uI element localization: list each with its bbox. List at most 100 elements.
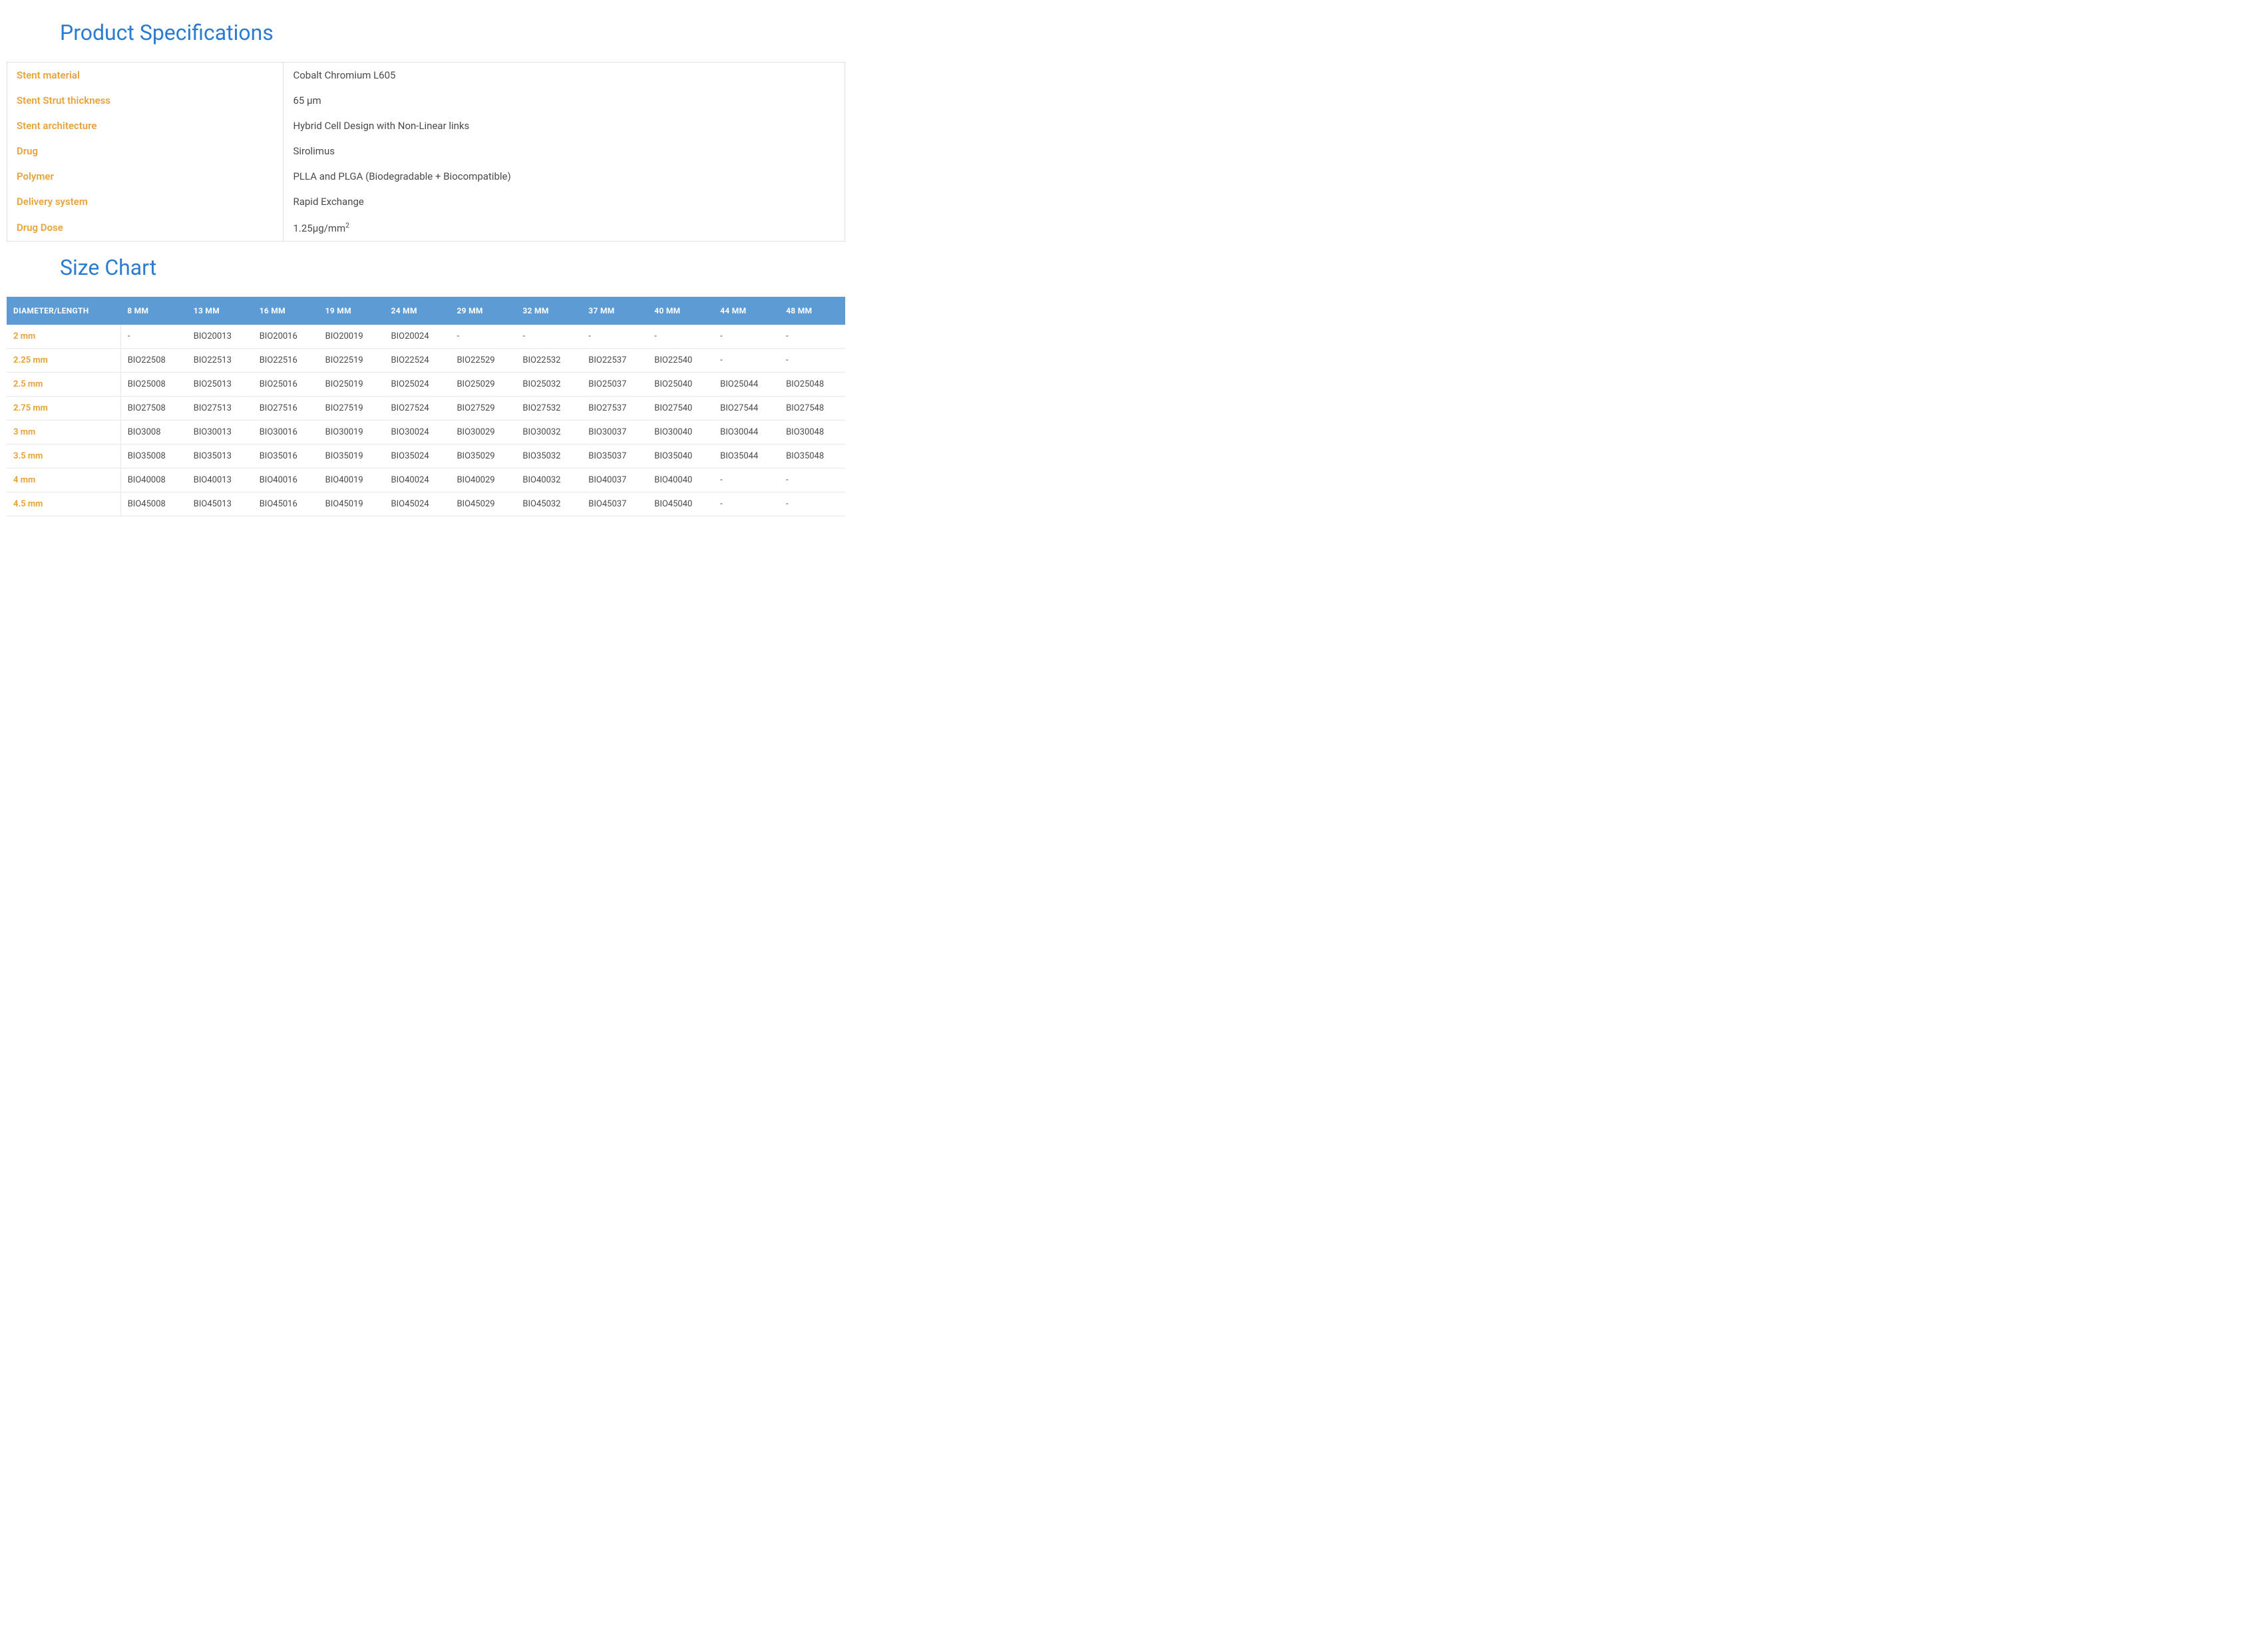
size-chart-diameter: 2.5 mm bbox=[7, 373, 120, 397]
spec-value: Sirolimus bbox=[284, 138, 845, 164]
spec-table-body: Stent materialCobalt Chromium L605Stent … bbox=[7, 63, 845, 242]
size-chart-cell: BIO30013 bbox=[187, 421, 253, 445]
size-chart-cell: BIO45016 bbox=[253, 492, 319, 516]
size-chart-cell: - bbox=[648, 325, 713, 349]
size-chart-row: 2 mm-BIO20013BIO20016BIO20019BIO20024---… bbox=[7, 325, 845, 349]
size-chart-column-header: 48 MM bbox=[779, 297, 845, 325]
spec-label: Stent Strut thickness bbox=[7, 88, 284, 113]
size-chart-column-header: 19 MM bbox=[319, 297, 385, 325]
size-chart-row: 3 mmBIO3008BIO30013BIO30016BIO30019BIO30… bbox=[7, 421, 845, 445]
size-chart-cell: BIO35024 bbox=[385, 445, 451, 468]
size-chart-cell: BIO40008 bbox=[120, 468, 187, 492]
size-chart-cell: BIO20019 bbox=[319, 325, 385, 349]
page-container: Product Specifications Stent materialCob… bbox=[0, 0, 852, 536]
size-chart-body: 2 mm-BIO20013BIO20016BIO20019BIO20024---… bbox=[7, 325, 845, 516]
size-chart-cell: BIO20016 bbox=[253, 325, 319, 349]
size-chart-cell: BIO35048 bbox=[779, 445, 845, 468]
size-chart-cell: - bbox=[779, 325, 845, 349]
size-chart-cell: BIO25037 bbox=[582, 373, 648, 397]
spec-row: Stent materialCobalt Chromium L605 bbox=[7, 63, 845, 89]
size-chart-cell: BIO27532 bbox=[516, 397, 582, 421]
size-chart-cell: BIO22532 bbox=[516, 349, 582, 373]
spec-value: Rapid Exchange bbox=[284, 189, 845, 214]
size-chart-column-header: 37 MM bbox=[582, 297, 648, 325]
size-chart-cell: BIO22529 bbox=[450, 349, 516, 373]
size-chart-cell: BIO27519 bbox=[319, 397, 385, 421]
size-chart-cell: BIO35037 bbox=[582, 445, 648, 468]
size-chart-cell: BIO25016 bbox=[253, 373, 319, 397]
spec-label: Delivery system bbox=[7, 189, 284, 214]
size-chart-cell: BIO35044 bbox=[713, 445, 779, 468]
size-chart-row: 2.25 mmBIO22508BIO22513BIO22516BIO22519B… bbox=[7, 349, 845, 373]
size-chart-cell: BIO35032 bbox=[516, 445, 582, 468]
size-chart-cell: BIO30016 bbox=[253, 421, 319, 445]
spec-row: PolymerPLLA and PLGA (Biodegradable + Bi… bbox=[7, 164, 845, 189]
size-chart-cell: BIO35013 bbox=[187, 445, 253, 468]
size-chart-row: 4.5 mmBIO45008BIO45013BIO45016BIO45019BI… bbox=[7, 492, 845, 516]
size-chart-cell: BIO22537 bbox=[582, 349, 648, 373]
size-chart-cell: BIO27508 bbox=[120, 397, 187, 421]
size-chart-diameter: 2 mm bbox=[7, 325, 120, 349]
size-chart-cell: BIO45019 bbox=[319, 492, 385, 516]
spec-label: Stent material bbox=[7, 63, 284, 89]
size-chart-column-header: 24 MM bbox=[385, 297, 451, 325]
size-chart-row: 3.5 mmBIO35008BIO35013BIO35016BIO35019BI… bbox=[7, 445, 845, 468]
size-chart-cell: BIO40040 bbox=[648, 468, 713, 492]
product-specifications-heading: Product Specifications bbox=[60, 20, 845, 45]
size-chart-cell: BIO27524 bbox=[385, 397, 451, 421]
size-chart-cell: BIO30029 bbox=[450, 421, 516, 445]
size-chart-cell: - bbox=[779, 349, 845, 373]
size-chart-cell: BIO22540 bbox=[648, 349, 713, 373]
size-chart-cell: BIO27529 bbox=[450, 397, 516, 421]
size-chart-diameter: 4 mm bbox=[7, 468, 120, 492]
size-chart-cell: BIO3008 bbox=[120, 421, 187, 445]
spec-value: 65 µm bbox=[284, 88, 845, 113]
size-chart-cell: - bbox=[713, 492, 779, 516]
size-chart-corner-header: DIAMETER/LENGTH bbox=[7, 297, 120, 325]
size-chart-column-header: 8 MM bbox=[120, 297, 187, 325]
size-chart-cell: BIO25029 bbox=[450, 373, 516, 397]
size-chart-cell: BIO25040 bbox=[648, 373, 713, 397]
size-chart-cell: BIO30032 bbox=[516, 421, 582, 445]
spec-row: Drug Dose1.25µg/mm2 bbox=[7, 214, 845, 242]
spec-value: PLLA and PLGA (Biodegradable + Biocompat… bbox=[284, 164, 845, 189]
size-chart-cell: BIO45024 bbox=[385, 492, 451, 516]
size-chart-cell: - bbox=[713, 349, 779, 373]
size-chart-cell: BIO40032 bbox=[516, 468, 582, 492]
size-chart-cell: BIO27516 bbox=[253, 397, 319, 421]
size-chart-cell: BIO25008 bbox=[120, 373, 187, 397]
size-chart-cell: - bbox=[713, 325, 779, 349]
size-chart-cell: - bbox=[779, 492, 845, 516]
size-chart-cell: BIO40024 bbox=[385, 468, 451, 492]
size-chart-cell: BIO30024 bbox=[385, 421, 451, 445]
size-chart-cell: BIO20013 bbox=[187, 325, 253, 349]
size-chart-cell: BIO25048 bbox=[779, 373, 845, 397]
size-chart-cell: BIO27537 bbox=[582, 397, 648, 421]
spec-table: Stent materialCobalt Chromium L605Stent … bbox=[7, 62, 845, 242]
size-chart-column-header: 13 MM bbox=[187, 297, 253, 325]
size-chart-cell: BIO30037 bbox=[582, 421, 648, 445]
size-chart-cell: BIO20024 bbox=[385, 325, 451, 349]
size-chart-diameter: 2.25 mm bbox=[7, 349, 120, 373]
size-chart-cell: BIO35029 bbox=[450, 445, 516, 468]
size-chart-cell: - bbox=[779, 468, 845, 492]
size-chart-column-header: 32 MM bbox=[516, 297, 582, 325]
size-chart-cell: BIO40016 bbox=[253, 468, 319, 492]
size-chart-diameter: 3 mm bbox=[7, 421, 120, 445]
size-chart-table: DIAMETER/LENGTH8 MM13 MM16 MM19 MM24 MM2… bbox=[7, 297, 845, 516]
size-chart-row: 4 mmBIO40008BIO40013BIO40016BIO40019BIO4… bbox=[7, 468, 845, 492]
size-chart-cell: BIO25013 bbox=[187, 373, 253, 397]
size-chart-cell: BIO35019 bbox=[319, 445, 385, 468]
size-chart-cell: BIO27540 bbox=[648, 397, 713, 421]
spec-value: Hybrid Cell Design with Non-Linear links bbox=[284, 113, 845, 138]
size-chart-cell: BIO45008 bbox=[120, 492, 187, 516]
size-chart-cell: - bbox=[120, 325, 187, 349]
spec-label: Drug bbox=[7, 138, 284, 164]
size-chart-cell: BIO22524 bbox=[385, 349, 451, 373]
size-chart-cell: - bbox=[582, 325, 648, 349]
spec-value: Cobalt Chromium L605 bbox=[284, 63, 845, 89]
size-chart-cell: BIO40019 bbox=[319, 468, 385, 492]
size-chart-cell: - bbox=[516, 325, 582, 349]
size-chart-cell: BIO27548 bbox=[779, 397, 845, 421]
spec-label: Drug Dose bbox=[7, 214, 284, 242]
